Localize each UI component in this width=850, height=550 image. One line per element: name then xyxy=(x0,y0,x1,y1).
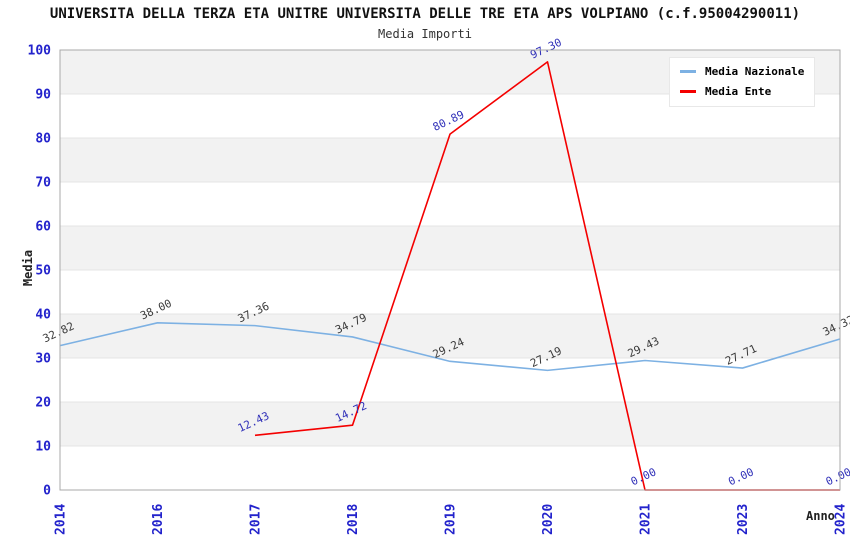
grid-band xyxy=(60,270,840,314)
plot-border xyxy=(59,49,841,491)
grid-band xyxy=(60,314,840,358)
grid-band xyxy=(60,182,840,226)
y-tick-label: 30 xyxy=(35,352,51,367)
x-tick-label: 2021 xyxy=(639,504,654,535)
chart-subtitle: Media Importi xyxy=(378,27,472,41)
x-axis-title: Anno xyxy=(806,509,835,523)
x-tick-label: 2020 xyxy=(541,504,556,535)
x-tick-label: 2019 xyxy=(444,504,459,535)
chart-title: UNIVERSITA DELLA TERZA ETA UNITRE UNIVER… xyxy=(49,6,801,22)
legend: Media Nazionale Media Ente xyxy=(669,57,816,107)
y-tick-label: 0 xyxy=(43,484,51,499)
grid-band xyxy=(60,446,840,490)
grid-band xyxy=(60,358,840,402)
grid-band xyxy=(60,226,840,270)
y-axis-title: Media xyxy=(21,249,35,287)
x-tick-label: 2014 xyxy=(54,504,69,535)
x-tick-label: 2016 xyxy=(151,504,166,535)
legend-label-media-nazionale: Media Nazionale xyxy=(705,65,805,78)
x-tick-label: 2017 xyxy=(249,504,264,535)
media-nazionale-line-swatch xyxy=(680,70,696,73)
y-tick-label: 50 xyxy=(35,264,51,279)
y-tick-label: 20 xyxy=(35,396,51,411)
grid-band xyxy=(60,138,840,182)
x-tick-label: 2018 xyxy=(346,504,361,535)
y-tick-label: 70 xyxy=(35,176,51,191)
y-tick-label: 100 xyxy=(28,44,52,59)
media-ente-line-swatch xyxy=(680,90,696,93)
y-tick-label: 60 xyxy=(35,220,51,235)
x-tick-label: 2023 xyxy=(736,504,751,535)
legend-label-media-ente: Media Ente xyxy=(705,85,772,98)
y-tick-label: 10 xyxy=(35,440,51,455)
legend-item-media-nazionale: Media Nazionale xyxy=(680,65,804,78)
x-tick-label: 2024 xyxy=(834,504,849,535)
y-tick-label: 90 xyxy=(35,88,51,103)
series-line-media-nazionale xyxy=(59,321,841,372)
y-tick-label: 80 xyxy=(35,132,51,147)
grid-band xyxy=(60,402,840,446)
legend-item-media-ente: Media Ente xyxy=(680,85,804,98)
y-tick-label: 40 xyxy=(35,308,51,323)
